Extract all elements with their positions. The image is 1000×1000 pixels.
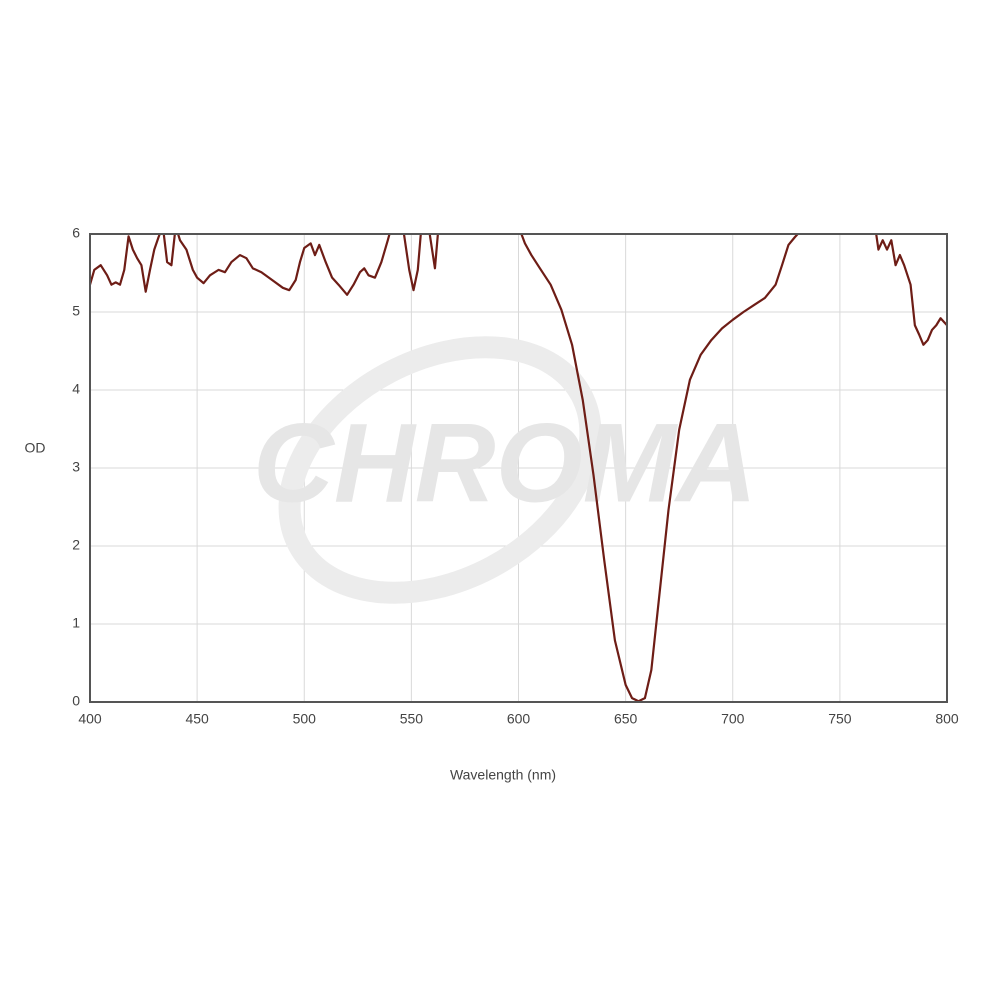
watermark: CHROMA (253, 401, 757, 526)
y-tick-label: 6 (72, 225, 80, 241)
y-tick-label: 4 (72, 381, 80, 397)
x-tick-label: 400 (78, 711, 102, 727)
x-tick-label: 700 (721, 711, 745, 727)
ticks: 400 450 500 550 600 650 700 750 800 0 1 2 3 4 5 6 (72, 225, 959, 727)
plot-frame (89, 233, 948, 703)
x-tick-label: 500 (293, 711, 317, 727)
y-tick-label: 2 (72, 537, 80, 553)
x-tick-label: 450 (185, 711, 209, 727)
y-tick-label: 5 (72, 303, 80, 319)
x-axis-label: Wavelength (nm) (450, 767, 556, 783)
x-tick-label: 650 (614, 711, 638, 727)
y-tick-label: 3 (72, 459, 80, 475)
x-tick-label: 800 (935, 711, 959, 727)
x-tick-label: 550 (400, 711, 424, 727)
y-tick-label: 1 (72, 615, 80, 631)
x-tick-label: 600 (507, 711, 531, 727)
x-tick-label: 750 (828, 711, 852, 727)
y-axis-label: OD (25, 440, 46, 456)
data-line (90, 234, 947, 702)
y-tick-label: 0 (72, 693, 80, 709)
plot (90, 234, 947, 702)
